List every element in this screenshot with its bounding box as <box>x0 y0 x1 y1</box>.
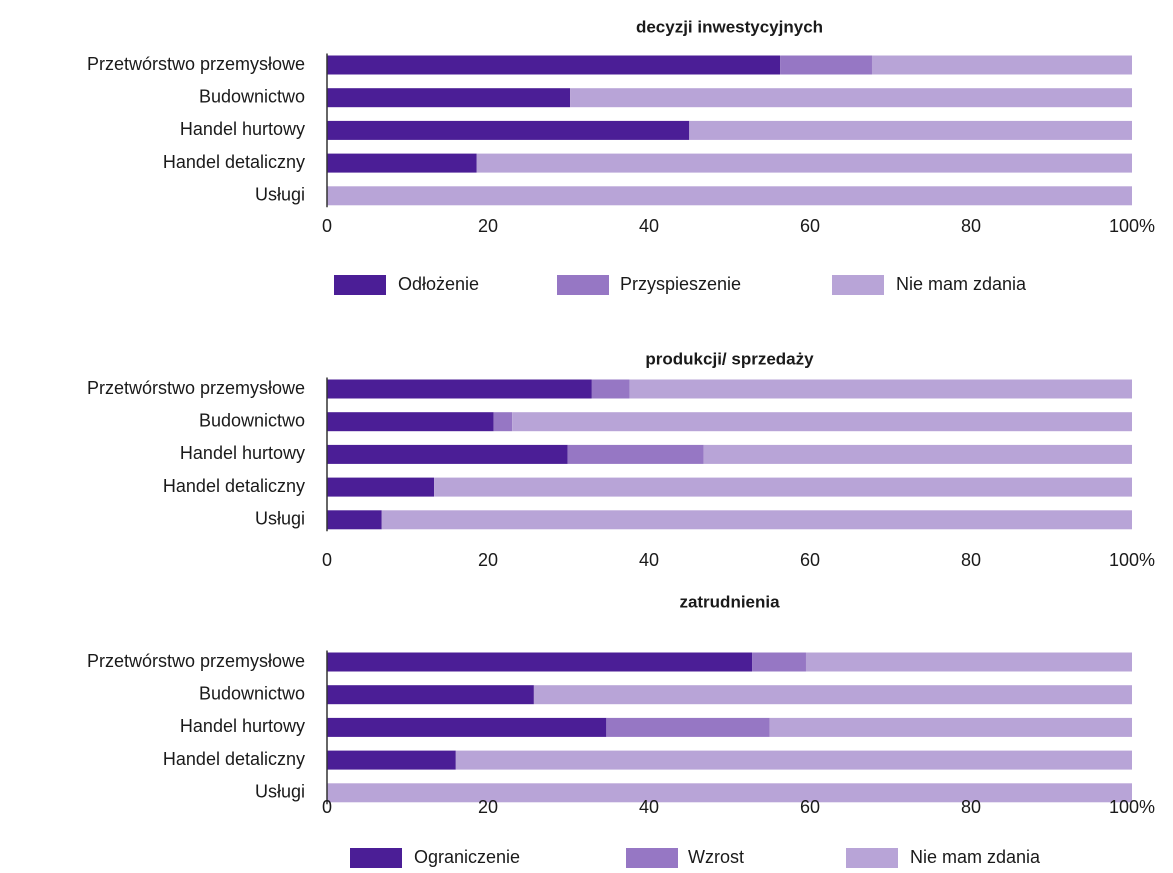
bar-segment <box>327 444 568 464</box>
legend-swatch <box>350 848 402 868</box>
x-tick-label: 80 <box>961 797 981 817</box>
bar-segment <box>327 750 456 770</box>
y-tick-label: Handel hurtowy <box>180 716 305 736</box>
x-tick-label: 0 <box>322 550 332 570</box>
y-tick-label: Przetwórstwo przemysłowe <box>87 378 305 398</box>
bar-segment <box>689 120 1132 140</box>
y-tick-label: Handel hurtowy <box>180 443 305 463</box>
chart-title: produkcji/ sprzedaży <box>645 349 814 368</box>
legend-label: Nie mam zdania <box>896 274 1027 294</box>
bar-segment <box>381 510 1132 530</box>
x-tick-label: 60 <box>800 797 820 817</box>
x-tick-label: 100% <box>1109 550 1155 570</box>
bar-segment <box>512 412 1132 432</box>
x-tick-label: 20 <box>478 216 498 236</box>
y-tick-label: Budownictwo <box>199 86 305 106</box>
y-tick-label: Usługi <box>255 509 305 529</box>
bar-segment <box>327 412 494 432</box>
bar-segment <box>434 477 1132 497</box>
bar-segment <box>871 55 1132 75</box>
bar-segment <box>327 717 607 737</box>
x-tick-label: 20 <box>478 550 498 570</box>
x-tick-label: 20 <box>478 797 498 817</box>
legend-swatch <box>846 848 898 868</box>
y-tick-label: Handel detaliczny <box>163 152 305 172</box>
bar-segment <box>533 685 1132 705</box>
x-tick-label: 80 <box>961 216 981 236</box>
y-tick-label: Handel detaliczny <box>163 476 305 496</box>
bar-segment <box>570 88 1132 108</box>
y-tick-label: Przetwórstwo przemysłowe <box>87 651 305 671</box>
x-tick-label: 0 <box>322 797 332 817</box>
legend-label: Przyspieszenie <box>620 274 741 294</box>
bar-segment <box>629 379 1132 399</box>
legend-label: Odłożenie <box>398 274 479 294</box>
x-tick-label: 40 <box>639 216 659 236</box>
bar-segment <box>327 120 690 140</box>
bar-segment <box>780 55 872 75</box>
bar-segment <box>591 379 630 399</box>
x-tick-label: 60 <box>800 550 820 570</box>
y-tick-label: Handel hurtowy <box>180 119 305 139</box>
x-tick-label: 80 <box>961 550 981 570</box>
x-tick-label: 40 <box>639 797 659 817</box>
bar-segment <box>476 153 1133 173</box>
bar-segment <box>327 55 781 75</box>
legend-swatch <box>626 848 678 868</box>
bar-segment <box>769 717 1132 737</box>
bar-segment <box>327 379 592 399</box>
bar-segment <box>606 717 770 737</box>
bar-segment <box>805 652 1132 672</box>
chart-title: zatrudnienia <box>679 592 780 611</box>
bar-segment <box>327 652 753 672</box>
legend-label: Wzrost <box>688 847 744 867</box>
legend-swatch <box>334 275 386 295</box>
legend-label: Nie mam zdania <box>910 847 1041 867</box>
y-tick-label: Handel detaliczny <box>163 749 305 769</box>
bar-segment <box>327 477 435 497</box>
x-tick-label: 100% <box>1109 216 1155 236</box>
bar-segment <box>327 783 1132 803</box>
bar-segment <box>752 652 806 672</box>
bar-segment <box>327 510 382 530</box>
y-tick-label: Budownictwo <box>199 683 305 703</box>
y-tick-label: Przetwórstwo przemysłowe <box>87 54 305 74</box>
chart-title: decyzji inwestycyjnych <box>636 17 823 36</box>
bar-segment <box>493 412 513 432</box>
legend-swatch <box>832 275 884 295</box>
y-tick-label: Budownictwo <box>199 410 305 430</box>
y-tick-label: Usługi <box>255 782 305 802</box>
x-tick-label: 60 <box>800 216 820 236</box>
bar-segment <box>455 750 1132 770</box>
bar-segment <box>327 153 477 173</box>
bar-segment <box>327 186 1132 206</box>
y-tick-label: Usługi <box>255 185 305 205</box>
bar-segment <box>703 444 1132 464</box>
bar-segment <box>567 444 704 464</box>
bar-segment <box>327 88 571 108</box>
legend-label: Ograniczenie <box>414 847 520 867</box>
bar-segment <box>327 685 534 705</box>
x-tick-label: 100% <box>1109 797 1155 817</box>
x-tick-label: 40 <box>639 550 659 570</box>
legend-swatch <box>557 275 609 295</box>
x-tick-label: 0 <box>322 216 332 236</box>
